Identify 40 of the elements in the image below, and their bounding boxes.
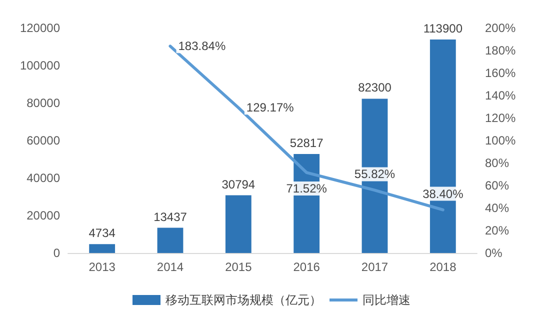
data-label: 30794 (222, 177, 256, 192)
data-label: 38.40% (422, 186, 464, 201)
bar (225, 195, 252, 253)
y2-tick-label: 20% (485, 224, 510, 238)
x-tick-label: 2015 (225, 260, 252, 274)
y-tick-label: 60000 (26, 134, 60, 148)
y2-tick-label: 160% (485, 66, 516, 80)
y2-tick-label: 80% (485, 156, 510, 170)
bar (89, 244, 116, 253)
bar (157, 228, 184, 253)
x-tick-label: 2018 (430, 260, 457, 274)
data-label: 82300 (358, 80, 392, 95)
legend-label: 移动互联网市场规模（亿元） (166, 293, 322, 307)
y2-tick-label: 40% (485, 201, 510, 215)
data-label: 129.17% (246, 100, 294, 115)
y-tick-label: 80000 (26, 96, 60, 110)
y2-tick-label: 60% (485, 178, 510, 192)
y2-tick-label: 180% (485, 44, 516, 58)
legend-label: 同比增速 (362, 293, 410, 307)
y2-tick-label: 100% (485, 134, 516, 148)
y-tick-label: 100000 (20, 58, 60, 72)
y2-tick-label: 0% (485, 246, 503, 260)
y-tick-label: 0 (53, 246, 60, 260)
data-label: 71.52% (286, 182, 328, 196)
x-tick-label: 2016 (293, 260, 320, 274)
y2-tick-label: 140% (485, 88, 516, 102)
y2-tick-label: 200% (485, 21, 516, 35)
data-label: 113900 (423, 21, 463, 36)
data-label: 13437 (154, 210, 188, 224)
data-label: 55.82% (354, 167, 396, 182)
data-label: 52817 (290, 136, 324, 150)
y-tick-label: 20000 (26, 208, 60, 222)
x-tick-label: 2014 (156, 260, 184, 274)
x-tick-label: 2013 (88, 260, 116, 274)
data-label: 4734 (88, 226, 116, 240)
data-label: 183.84% (178, 39, 226, 54)
y-tick-label: 40000 (26, 171, 60, 185)
x-tick-label: 2017 (361, 260, 388, 274)
y2-tick-label: 120% (485, 111, 516, 125)
y-tick-label: 120000 (20, 21, 60, 35)
